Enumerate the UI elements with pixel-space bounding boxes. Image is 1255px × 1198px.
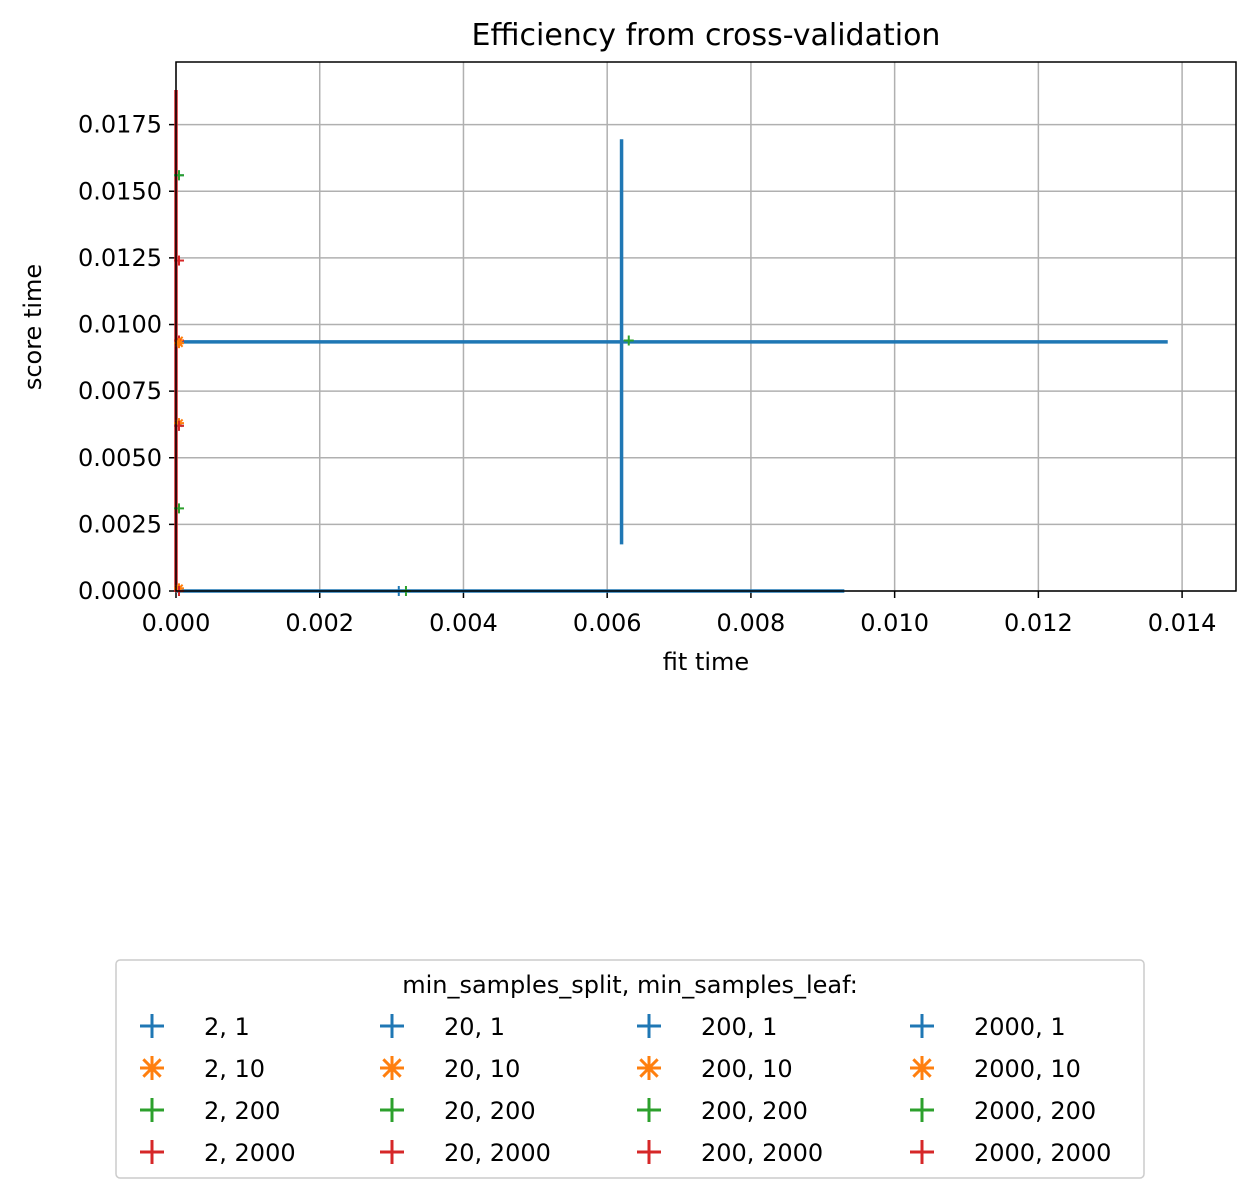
- legend-marker-icon: [910, 1098, 934, 1122]
- legend-marker-icon: [910, 1056, 934, 1080]
- legend-item: 20, 1: [380, 1013, 505, 1041]
- legend-marker-icon: [380, 1140, 404, 1164]
- data-point: [623, 335, 634, 346]
- x-tick-label: 0.000: [142, 609, 211, 637]
- legend-label: 20, 200: [444, 1097, 536, 1125]
- legend-marker-icon: [637, 1056, 661, 1080]
- x-tick-label: 0.010: [860, 609, 929, 637]
- legend-item: 2000, 1: [910, 1013, 1066, 1041]
- legend-box: [115, 959, 1145, 1179]
- x-tick-label: 0.008: [717, 609, 786, 637]
- legend-marker-icon: [380, 1098, 404, 1122]
- y-tick-label: 0.0100: [78, 311, 162, 339]
- legend-item: 2000, 2000: [910, 1139, 1111, 1167]
- y-axis-ticks: 0.0000 0.0025 0.0050 0.0075 0.0100 0.0125 0.01…: [78, 111, 176, 605]
- legend-item: 200, 200: [637, 1097, 808, 1125]
- legend: min_samples_split, min_samples_leaf: 2, …: [115, 959, 1145, 1179]
- legend-label: 200, 200: [701, 1097, 808, 1125]
- legend-label: 20, 1: [444, 1013, 505, 1041]
- x-axis-ticks: 0.000 0.002 0.004 0.006 0.008 0.010 0.012 0.014: [142, 591, 1217, 637]
- legend-item: 20, 10: [380, 1055, 520, 1083]
- legend-item: 2, 10: [140, 1055, 265, 1083]
- legend-marker-icon: [140, 1056, 164, 1080]
- data-point: [616, 336, 627, 347]
- legend-marker-icon: [140, 1098, 164, 1122]
- data-marks: [174, 89, 1168, 596]
- legend-marker-icon: [380, 1014, 404, 1038]
- legend-marker-icon: [910, 1014, 934, 1038]
- legend-label: 2000, 200: [974, 1097, 1096, 1125]
- legend-item: 20, 2000: [380, 1139, 551, 1167]
- legend-marker-icon: [140, 1014, 164, 1038]
- series-2-1: [176, 139, 1168, 545]
- x-tick-label: 0.004: [429, 609, 498, 637]
- x-tick-label: 0.012: [1004, 609, 1073, 637]
- legend-label: 2, 200: [204, 1097, 280, 1125]
- y-tick-label: 0.0125: [78, 244, 162, 272]
- legend-item: 2, 1: [140, 1013, 250, 1041]
- legend-label: 2, 10: [204, 1055, 265, 1083]
- x-axis-label: fit time: [663, 648, 749, 676]
- series-2-200: [623, 335, 634, 346]
- legend-label: 20, 2000: [444, 1139, 551, 1167]
- y-tick-label: 0.0075: [78, 377, 162, 405]
- legend-label: 20, 10: [444, 1055, 520, 1083]
- legend-label: 200, 10: [701, 1055, 793, 1083]
- legend-label: 200, 2000: [701, 1139, 823, 1167]
- chart-title: Efficiency from cross-validation: [472, 18, 941, 53]
- y-tick-label: 0.0050: [78, 444, 162, 472]
- y-tick-label: 0.0025: [78, 510, 162, 538]
- legend-label: 2, 1: [204, 1013, 250, 1041]
- legend-item: 2, 200: [140, 1097, 280, 1125]
- legend-label: 2000, 2000: [974, 1139, 1111, 1167]
- legend-marker-icon: [637, 1140, 661, 1164]
- legend-label: 2000, 10: [974, 1055, 1081, 1083]
- plot-area-frame: [175, 61, 1237, 592]
- legend-label: 2, 2000: [204, 1139, 296, 1167]
- legend-item: 200, 2000: [637, 1139, 823, 1167]
- legend-marker-icon: [637, 1014, 661, 1038]
- grid-lines: [175, 62, 1236, 592]
- legend-item: 2, 2000: [140, 1139, 296, 1167]
- legend-item: 200, 1: [637, 1013, 777, 1041]
- legend-marker-icon: [910, 1140, 934, 1164]
- x-tick-label: 0.002: [285, 609, 354, 637]
- y-tick-label: 0.0000: [78, 577, 162, 605]
- y-tick-label: 0.0150: [78, 177, 162, 205]
- y-axis-label: score time: [19, 264, 47, 390]
- legend-label: 2000, 1: [974, 1013, 1066, 1041]
- legend-title: min_samples_split, min_samples_leaf:: [402, 971, 858, 999]
- legend-label: 200, 1: [701, 1013, 777, 1041]
- legend-item: 2000, 10: [910, 1055, 1081, 1083]
- legend-item: 200, 10: [637, 1055, 793, 1083]
- legend-marker-icon: [380, 1056, 404, 1080]
- legend-marker-icon: [140, 1140, 164, 1164]
- legend-marker-icon: [637, 1098, 661, 1122]
- legend-item: 20, 200: [380, 1097, 536, 1125]
- y-tick-label: 0.0175: [78, 111, 162, 139]
- x-tick-label: 0.006: [573, 609, 642, 637]
- legend-item: 2000, 200: [910, 1097, 1096, 1125]
- x-tick-label: 0.014: [1148, 609, 1217, 637]
